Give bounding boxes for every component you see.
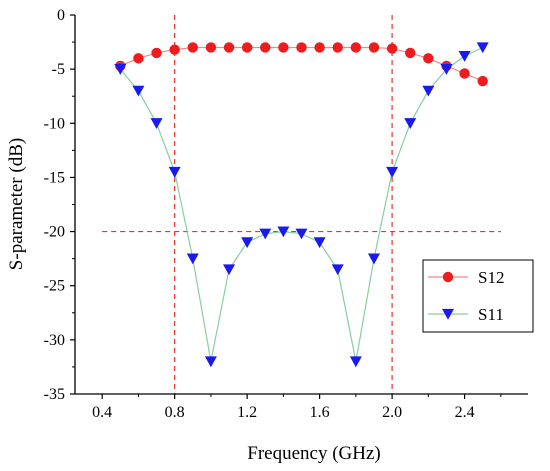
data-point-s11 [386, 166, 399, 178]
data-point-s12 [133, 53, 144, 64]
x-tick-label: 0.4 [92, 404, 112, 421]
legend-label-s12: S12 [478, 268, 504, 287]
y-tick-label: -5 [52, 61, 65, 78]
y-tick-label: -20 [44, 224, 65, 241]
x-tick-label: 1.2 [237, 404, 257, 421]
data-point-s11 [476, 42, 489, 54]
data-point-s11 [295, 228, 308, 240]
data-point-s11 [367, 253, 380, 265]
data-point-s12 [260, 42, 271, 53]
series-markers [114, 42, 489, 368]
y-tick-label: -10 [44, 115, 65, 132]
data-point-s11 [277, 226, 290, 238]
y-tick-label: -25 [44, 278, 65, 295]
data-point-s11 [223, 264, 236, 276]
reference-lines [102, 15, 501, 394]
data-point-s11 [204, 356, 217, 368]
data-point-s12 [296, 42, 307, 53]
legend-box [422, 259, 534, 333]
data-point-s12 [423, 53, 434, 64]
data-point-s11 [440, 64, 453, 75]
data-point-s11 [186, 253, 199, 265]
data-point-s11 [132, 85, 145, 97]
data-point-s12 [477, 75, 488, 87]
x-tick-label: 1.6 [310, 404, 330, 421]
data-point-s12 [386, 43, 398, 54]
data-point-s11 [259, 228, 272, 240]
ticks: 0.4 0.8 1.2 1.6 2.0 2.4 0 -5 -10 -15 -20 -25 -30 -35 [44, 7, 502, 421]
data-point-s11 [331, 264, 344, 276]
data-point-s12 [332, 42, 343, 53]
data-point-s12 [187, 42, 198, 53]
legend-label-s11: S11 [478, 305, 504, 324]
data-point-s11 [458, 51, 471, 62]
x-tick-label: 2.0 [382, 404, 402, 421]
data-point-s12 [405, 47, 416, 59]
data-point-s12 [169, 44, 180, 55]
data-point-s12 [278, 42, 289, 53]
x-axis-title: Frequency (GHz) [247, 443, 380, 464]
data-point-s11 [241, 237, 254, 249]
data-point-s12 [350, 42, 362, 53]
data-point-s11 [349, 356, 362, 368]
legend-marker-s12 [442, 271, 454, 283]
data-point-s12 [151, 47, 162, 59]
data-point-s11 [404, 118, 417, 129]
data-point-s12 [205, 42, 217, 53]
data-point-s11 [114, 64, 127, 75]
y-tick-label: 0 [57, 7, 65, 24]
data-point-s11 [150, 118, 163, 129]
y-axis-title: S-parameter (dB) [6, 138, 27, 270]
data-point-s12 [314, 42, 325, 53]
data-point-s11 [313, 237, 326, 249]
legend: S12 S11 [422, 259, 534, 333]
data-point-s11 [168, 166, 181, 178]
data-point-s11 [422, 85, 435, 97]
y-tick-label: -30 [44, 332, 65, 349]
y-tick-label: -15 [44, 169, 65, 186]
data-point-s12 [223, 42, 235, 53]
y-tick-label: -35 [44, 386, 65, 403]
data-point-s12 [241, 42, 253, 53]
x-tick-label: 2.4 [455, 404, 475, 421]
legend-marker-s11 [442, 308, 454, 320]
data-point-s12 [368, 42, 380, 53]
x-tick-label: 0.8 [165, 404, 185, 421]
data-point-s12 [459, 68, 470, 79]
